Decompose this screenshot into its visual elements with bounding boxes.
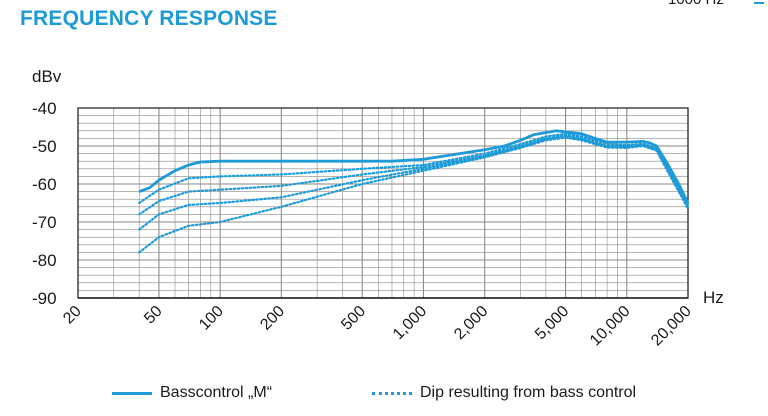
series-lines (138, 129, 690, 254)
x-tick-label: 1,000 (390, 303, 430, 343)
y-axis-label: dBv (32, 67, 62, 86)
x-tick-label: 50 (141, 303, 166, 328)
reference-line-swatch (754, 2, 764, 4)
x-tick-label: 2,000 (451, 303, 491, 343)
tick-labels: -40 -50 -60 -70 -80 -90 dBv Hz 20 50 100 200 500 1,00… (32, 67, 724, 349)
legend-label-dotted: Dip resulting from bass control (420, 384, 637, 401)
y-tick-label: -90 (32, 289, 57, 308)
legend-item-solid: Basscontrol „M“ (112, 384, 272, 402)
y-tick-label: -40 (32, 99, 57, 118)
x-tick-label: 20,000 (648, 303, 695, 350)
plot-frame (77, 107, 689, 299)
legend-label-solid: Basscontrol „M“ (160, 384, 273, 401)
reference-frequency-label: 1000 Hz (668, 0, 724, 8)
axes (77, 107, 689, 299)
legend-item-dotted: Dip resulting from bass control (372, 384, 636, 402)
legend-swatch-solid (112, 391, 152, 395)
grid (77, 107, 689, 299)
y-tick-label: -80 (32, 251, 57, 270)
x-tick-label: 5,000 (532, 303, 572, 343)
chart-title: FREQUENCY RESPONSE (20, 7, 278, 30)
x-axis-label: Hz (703, 288, 724, 307)
series-line-dip (138, 135, 690, 231)
series-line-dip (138, 136, 690, 254)
x-tick-label: 500 (338, 303, 369, 334)
y-tick-label: -50 (32, 137, 57, 156)
x-tick-label: 10,000 (587, 303, 634, 350)
x-tick-label: 200 (257, 303, 288, 334)
x-tick-label: 20 (60, 303, 85, 328)
series-line-basscontrol (138, 129, 690, 204)
y-tick-label: -60 (32, 175, 57, 194)
y-tick-label: -70 (32, 213, 57, 232)
legend-swatch-dotted (372, 391, 412, 395)
x-tick-label: 100 (196, 303, 227, 334)
